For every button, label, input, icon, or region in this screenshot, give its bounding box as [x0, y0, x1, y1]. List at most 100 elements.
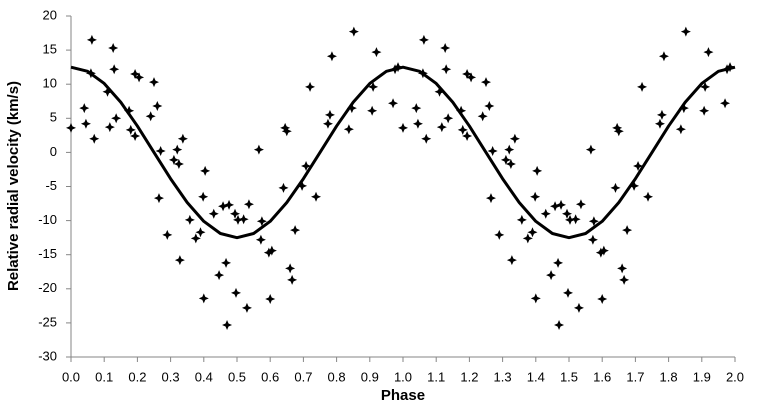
- data-point: [388, 98, 399, 109]
- data-point: [109, 64, 120, 75]
- data-point: [494, 229, 505, 240]
- data-point: [466, 72, 477, 83]
- data-point: [720, 98, 731, 109]
- data-point: [184, 214, 195, 225]
- data-point: [130, 131, 141, 142]
- data-point: [222, 319, 233, 330]
- data-point: [297, 180, 308, 191]
- data-point: [675, 124, 686, 135]
- data-point: [346, 103, 357, 114]
- data-point: [371, 47, 382, 58]
- data-point: [89, 133, 100, 144]
- data-point: [516, 214, 527, 225]
- data-point: [287, 274, 298, 285]
- data-point: [311, 191, 322, 202]
- data-point: [680, 26, 691, 37]
- data-point: [546, 270, 557, 281]
- data-point: [457, 124, 468, 135]
- data-point: [434, 86, 445, 97]
- data-point: [172, 144, 183, 155]
- data-point: [145, 111, 156, 122]
- data-point: [190, 233, 201, 244]
- data-point: [629, 180, 640, 191]
- data-point: [231, 287, 242, 298]
- x-tick-label: 0.1: [95, 369, 113, 384]
- data-point: [152, 101, 163, 112]
- data-point: [654, 118, 665, 129]
- data-point: [481, 77, 491, 88]
- x-tick-label: 0.9: [361, 369, 379, 384]
- data-point: [532, 165, 543, 176]
- data-point: [530, 293, 541, 304]
- data-point: [155, 146, 166, 157]
- data-point: [487, 146, 498, 157]
- data-point: [440, 43, 451, 54]
- data-point: [637, 81, 648, 92]
- data-point: [111, 113, 122, 124]
- x-tick-label: 0.7: [294, 369, 312, 384]
- data-point: [348, 26, 359, 37]
- data-point: [280, 122, 291, 133]
- x-tick-label: 0.2: [128, 369, 146, 384]
- y-axis-title: Relative radial velocity (km/s): [5, 81, 22, 291]
- x-tick-label: 1.7: [626, 369, 644, 384]
- data-point: [326, 51, 337, 62]
- data-point: [153, 193, 164, 204]
- data-point: [550, 201, 561, 212]
- data-point: [658, 51, 669, 62]
- y-tick-label: -20: [38, 280, 57, 295]
- data-point: [285, 263, 296, 274]
- data-point: [66, 122, 76, 133]
- data-point: [530, 191, 541, 202]
- data-point: [253, 144, 264, 155]
- data-point: [79, 103, 90, 114]
- y-tick-label: -30: [38, 348, 57, 363]
- data-point: [509, 133, 520, 144]
- x-tick-label: 1.2: [460, 369, 478, 384]
- data-point: [214, 270, 225, 281]
- data-point: [263, 247, 274, 258]
- x-tick-label: 1.6: [593, 369, 611, 384]
- data-point: [177, 133, 188, 144]
- data-point: [575, 199, 586, 210]
- data-point: [255, 234, 266, 245]
- data-point: [86, 34, 97, 45]
- data-point: [238, 214, 249, 225]
- data-point: [168, 154, 179, 165]
- data-point: [656, 109, 667, 120]
- data-point: [241, 302, 252, 313]
- data-point: [612, 122, 623, 133]
- data-point: [301, 161, 312, 172]
- data-point: [218, 201, 229, 212]
- data-point: [595, 247, 606, 258]
- x-tick-label: 1.9: [693, 369, 711, 384]
- data-point: [80, 118, 91, 129]
- y-tick-label: -25: [38, 314, 57, 329]
- x-tick-label: 1.0: [394, 369, 412, 384]
- data-point: [224, 199, 235, 210]
- data-point: [266, 245, 277, 256]
- data-point: [587, 234, 598, 245]
- data-point: [443, 113, 454, 124]
- data-point: [198, 191, 209, 202]
- data-point: [174, 255, 185, 266]
- data-point: [368, 81, 379, 92]
- data-point: [200, 165, 211, 176]
- data-point: [570, 214, 581, 225]
- data-point: [462, 68, 473, 79]
- data-point: [104, 122, 115, 133]
- y-tick-label: 5: [50, 110, 57, 125]
- data-point: [456, 105, 467, 116]
- data-point: [125, 124, 136, 135]
- data-point: [343, 124, 354, 135]
- data-point: [573, 302, 584, 313]
- x-tick-label: 2.0: [726, 369, 744, 384]
- data-point: [367, 105, 378, 116]
- data-point: [124, 105, 135, 116]
- data-point: [619, 274, 630, 285]
- y-tick-label: -5: [45, 178, 57, 193]
- data-point: [412, 118, 423, 129]
- data-point: [418, 34, 429, 45]
- data-point: [134, 72, 145, 83]
